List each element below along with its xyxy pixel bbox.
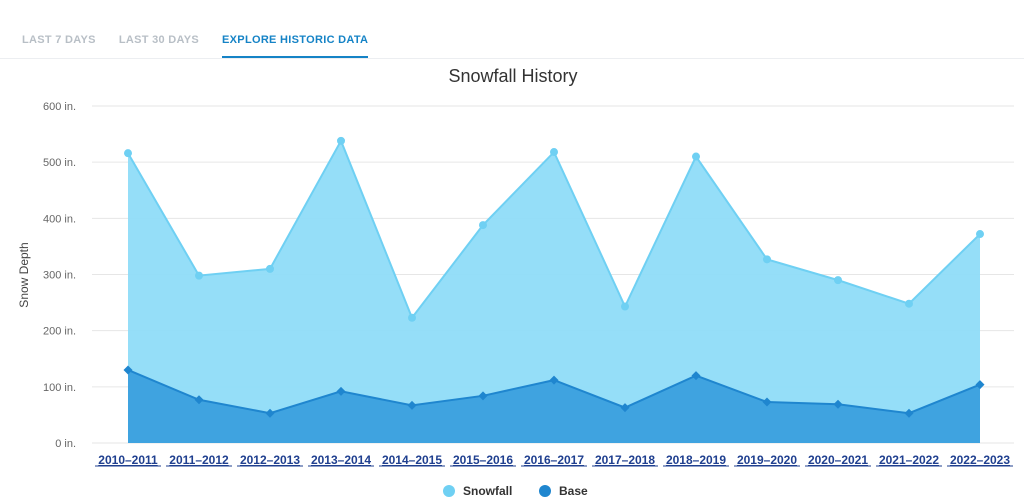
base-point[interactable]: [265, 408, 275, 418]
snowfall-point[interactable]: [763, 255, 771, 264]
base-point[interactable]: [620, 403, 630, 413]
series-areas: [127, 138, 981, 443]
snowfall-point[interactable]: [905, 299, 913, 308]
snowfall-point[interactable]: [976, 230, 984, 239]
y-axis-ticks: 0 in. 100 in. 200 in. 300 in. 400 in. 500 in.…: [43, 101, 76, 450]
base-point[interactable]: [336, 386, 346, 396]
y-axis-title: Snow Depth: [17, 242, 31, 307]
series-points: [123, 136, 985, 418]
base-point[interactable]: [123, 365, 133, 375]
y-tick-label: 500 in.: [43, 157, 76, 169]
y-tick-label: 200 in.: [43, 326, 76, 338]
snowfall-history-chart: Snowfall History Snow Depth 0 in. 100 in.…: [0, 59, 1024, 503]
tab-divider: [0, 58, 1024, 59]
snowfall-point[interactable]: [195, 271, 203, 280]
x-tick-label[interactable]: 2018–2019: [666, 453, 726, 467]
x-tick-label[interactable]: 2020–2021: [808, 453, 868, 467]
base-point[interactable]: [478, 391, 488, 401]
x-tick-label[interactable]: 2022–2023: [950, 453, 1010, 467]
legend-snowfall-label[interactable]: Snowfall: [463, 484, 512, 498]
x-tick-label[interactable]: 2013–2014: [311, 453, 371, 467]
x-tick-label[interactable]: 2011–2012: [169, 453, 229, 467]
snowfall-point[interactable]: [266, 264, 274, 273]
base-point[interactable]: [194, 395, 204, 405]
tab-bar: LAST 7 DAYS LAST 30 DAYS EXPLORE HISTORI…: [22, 34, 369, 58]
x-tick-label[interactable]: 2010–2011: [98, 453, 158, 467]
x-tick-label[interactable]: 2014–2015: [382, 453, 442, 467]
snowfall-area: [128, 140, 980, 443]
snowfall-point[interactable]: [621, 302, 629, 311]
y-tick-label: 600 in.: [43, 101, 76, 113]
x-tick-label[interactable]: 2019–2020: [737, 453, 797, 467]
base-point[interactable]: [833, 399, 843, 409]
snowfall-point[interactable]: [408, 313, 416, 322]
base-point[interactable]: [691, 371, 701, 381]
base-point[interactable]: [549, 375, 559, 385]
legend: Snowfall Base: [443, 484, 588, 498]
chart-svg: Snowfall History Snow Depth 0 in. 100 in.…: [17, 66, 1014, 498]
x-tick-label[interactable]: 2012–2013: [240, 453, 300, 467]
x-tick-label[interactable]: 2015–2016: [453, 453, 513, 467]
snowfall-point[interactable]: [550, 148, 558, 157]
snowfall-point[interactable]: [337, 136, 345, 145]
snowfall-point[interactable]: [692, 152, 700, 161]
legend-snowfall-swatch[interactable]: [443, 485, 455, 497]
base-point[interactable]: [904, 408, 914, 418]
y-tick-label: 400 in.: [43, 213, 76, 225]
x-tick-label[interactable]: 2017–2018: [595, 453, 655, 467]
chart-title: Snowfall History: [448, 66, 577, 86]
base-point[interactable]: [975, 380, 985, 390]
legend-base-label[interactable]: Base: [559, 484, 588, 498]
snowfall-point[interactable]: [124, 149, 132, 158]
snowfall-point[interactable]: [479, 221, 487, 230]
x-axis-ticks: 2010–2011 2011–2012 2012–2013 2013–2014 2014…: [95, 453, 1013, 467]
base-area: [128, 369, 980, 443]
x-tick-label[interactable]: 2021–2022: [879, 453, 939, 467]
tab-explore-historic-data[interactable]: EXPLORE HISTORIC DATA: [222, 34, 369, 58]
y-tick-label: 100 in.: [43, 382, 76, 394]
y-tick-label: 0 in.: [55, 438, 76, 450]
legend-base-swatch[interactable]: [539, 485, 551, 497]
base-point[interactable]: [407, 400, 417, 410]
y-tick-label: 300 in.: [43, 270, 76, 282]
x-tick-label[interactable]: 2016–2017: [524, 453, 584, 467]
tab-last-7-days[interactable]: LAST 7 DAYS: [22, 34, 96, 46]
snowfall-point[interactable]: [834, 276, 842, 285]
tab-last-30-days[interactable]: LAST 30 DAYS: [118, 34, 200, 46]
base-point[interactable]: [762, 397, 772, 407]
